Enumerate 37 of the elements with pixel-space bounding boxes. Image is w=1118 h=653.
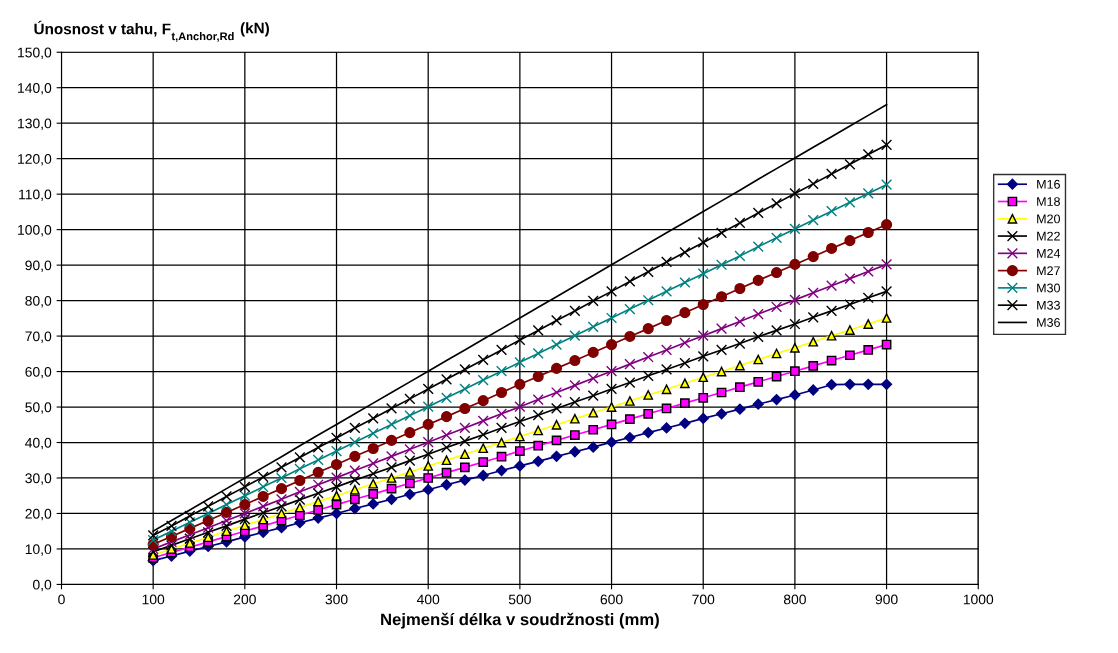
legend-label: M18 (1037, 197, 1060, 206)
legend-label: M36 (1037, 318, 1060, 327)
x-tick-label: 100 (142, 594, 165, 605)
x-axis-title: Nejmenší délka v soudržnosti (mm) (381, 612, 659, 629)
y-tick-label: 100,0 (18, 224, 52, 237)
y-tick-label: 150,0 (18, 47, 52, 60)
x-tick-label: 1000 (963, 594, 994, 605)
legend-label: M22 (1037, 231, 1060, 241)
y-tick-label: 80,0 (25, 295, 52, 308)
x-tick-label: 500 (508, 594, 531, 605)
x-tick-label: 600 (600, 594, 623, 605)
y-tick-label: 30,0 (25, 473, 52, 485)
x-tick-label: 900 (875, 594, 898, 605)
y-tick-label: 20,0 (25, 508, 52, 521)
legend-label: M20 (1037, 214, 1060, 224)
y-tick-label: 50,0 (25, 402, 52, 414)
x-tick-label: 0 (58, 594, 65, 605)
x-tick-label: 700 (692, 594, 715, 605)
legend-label: M33 (1037, 300, 1060, 310)
y-tick-label: 0,0 (33, 579, 52, 592)
y-tick-label: 10,0 (25, 544, 52, 556)
legend-label: M27 (1037, 266, 1060, 275)
y-tick-label: 130,0 (18, 118, 52, 131)
x-tick-label: 800 (783, 594, 806, 605)
x-tick-label: 300 (325, 594, 348, 605)
y-tick-label: 40,0 (25, 437, 52, 450)
y-tick-label: 70,0 (25, 331, 52, 343)
y-tick-label: 110,0 (19, 189, 52, 201)
y-tick-label: 140,0 (18, 83, 52, 95)
y-tick-label: 120,0 (18, 154, 52, 166)
x-tick-label: 400 (416, 594, 440, 605)
y-tick-label: 90,0 (25, 260, 52, 272)
legend-label: M16 (1037, 179, 1060, 189)
legend-label: M24 (1037, 248, 1061, 258)
x-tick-label: 200 (233, 594, 256, 605)
legend-label: M30 (1037, 283, 1060, 293)
y-tick-label: 60,0 (25, 366, 52, 379)
